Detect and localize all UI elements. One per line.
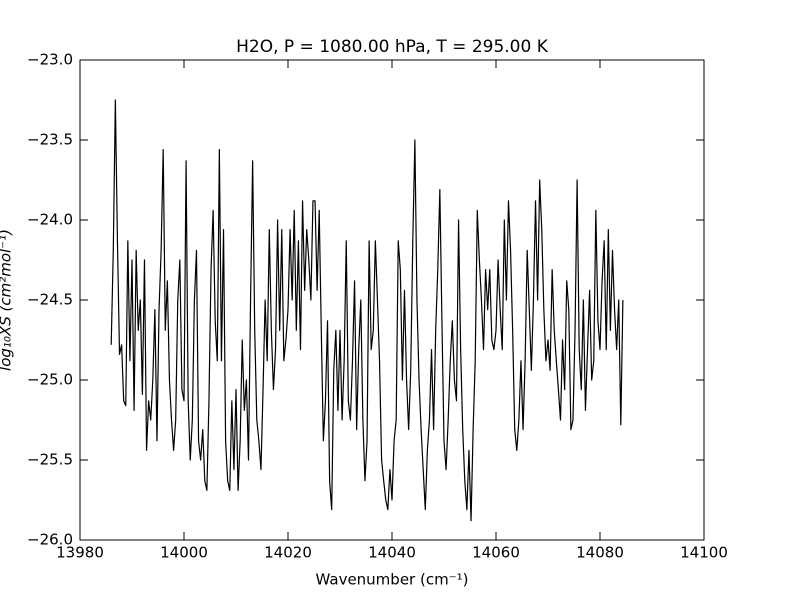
y-tick-label: −24.0 bbox=[27, 211, 73, 229]
x-tick-label: 14040 bbox=[368, 544, 416, 562]
x-tick-label: 14020 bbox=[264, 544, 312, 562]
x-tick-label: 14100 bbox=[680, 544, 728, 562]
y-tick-label: −25.5 bbox=[27, 451, 73, 469]
chart-title: H2O, P = 1080.00 hPa, T = 295.00 K bbox=[236, 37, 549, 57]
x-tick-label: 13980 bbox=[56, 544, 104, 562]
x-tick-label: 14080 bbox=[576, 544, 624, 562]
y-tick-label: −26.0 bbox=[27, 531, 73, 549]
x-tick-label: 14060 bbox=[472, 544, 520, 562]
y-tick-label: −25.0 bbox=[27, 371, 73, 389]
x-tick-label: 14000 bbox=[160, 544, 208, 562]
data-line bbox=[110, 99, 624, 522]
y-axis-label: log₁₀XS (cm²mol⁻¹) bbox=[0, 229, 15, 371]
y-tick-label: −23.0 bbox=[27, 51, 73, 69]
plot-frame bbox=[79, 59, 705, 541]
x-axis-label: Wavenumber (cm⁻¹) bbox=[316, 571, 469, 589]
y-tick-label: −24.5 bbox=[27, 291, 73, 309]
y-tick-label: −23.5 bbox=[27, 131, 73, 149]
